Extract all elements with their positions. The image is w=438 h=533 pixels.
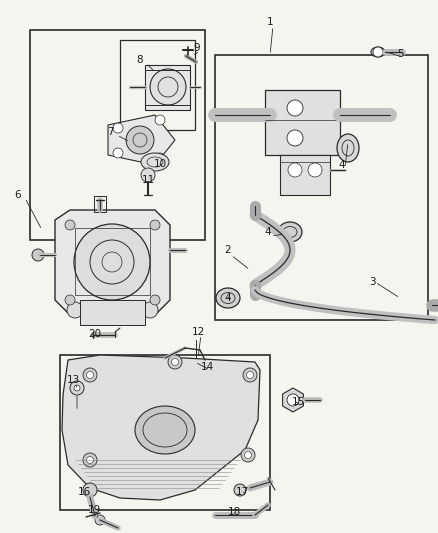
Text: 8: 8 [137,55,143,65]
Bar [265,90,340,155]
Circle shape [287,100,303,116]
Circle shape [150,220,160,230]
Bar [60,355,270,510]
Circle shape [150,69,186,105]
Circle shape [288,163,302,177]
Circle shape [83,453,97,467]
Polygon shape [55,210,170,315]
Text: 6: 6 [15,190,21,200]
Circle shape [155,153,165,163]
Text: 4: 4 [265,227,271,237]
Text: 20: 20 [88,329,102,339]
Text: 19: 19 [87,505,101,515]
Ellipse shape [337,134,359,162]
Text: 9: 9 [194,43,200,53]
Text: 12: 12 [191,327,205,337]
Circle shape [168,355,182,369]
Text: 5: 5 [397,49,403,59]
Circle shape [65,220,75,230]
Circle shape [95,515,105,525]
Circle shape [83,483,97,497]
Text: 4: 4 [225,293,231,303]
Bar [75,228,150,295]
Text: 7: 7 [107,127,113,137]
Ellipse shape [278,222,302,242]
Ellipse shape [135,406,195,454]
Text: 16: 16 [78,487,91,497]
Circle shape [142,302,158,318]
Circle shape [373,47,383,57]
Circle shape [308,163,322,177]
Circle shape [74,385,80,391]
Circle shape [74,224,150,300]
Circle shape [67,302,83,318]
Circle shape [126,126,154,154]
Text: 3: 3 [369,277,375,287]
Circle shape [83,368,97,382]
Circle shape [86,456,93,464]
Bar [30,30,205,240]
Ellipse shape [216,288,240,308]
Bar [145,65,190,110]
Circle shape [234,484,246,496]
Circle shape [243,368,257,382]
Text: 17: 17 [235,487,249,497]
Text: 15: 15 [291,397,304,407]
Polygon shape [108,115,175,165]
Circle shape [32,249,44,261]
Circle shape [113,148,123,158]
Circle shape [287,394,299,406]
Circle shape [247,372,254,378]
Text: 2: 2 [225,245,231,255]
Text: 10: 10 [153,159,166,169]
Text: 11: 11 [141,175,155,185]
Text: 4: 4 [339,160,345,170]
Polygon shape [62,355,260,500]
Circle shape [241,448,255,462]
Circle shape [287,130,303,146]
Bar [94,196,106,212]
Circle shape [172,359,179,366]
Bar [120,40,195,130]
Circle shape [244,451,251,458]
Text: 1: 1 [267,17,273,27]
Bar [80,300,145,325]
Circle shape [70,381,84,395]
Ellipse shape [141,153,169,171]
Bar [280,155,330,195]
Circle shape [113,123,123,133]
Text: 18: 18 [227,507,240,517]
Circle shape [65,295,75,305]
Text: 14: 14 [200,362,214,372]
Circle shape [141,168,155,182]
Bar [215,55,428,320]
Circle shape [86,372,93,378]
Ellipse shape [371,47,385,57]
Circle shape [155,115,165,125]
Text: 13: 13 [67,375,80,385]
Circle shape [150,295,160,305]
